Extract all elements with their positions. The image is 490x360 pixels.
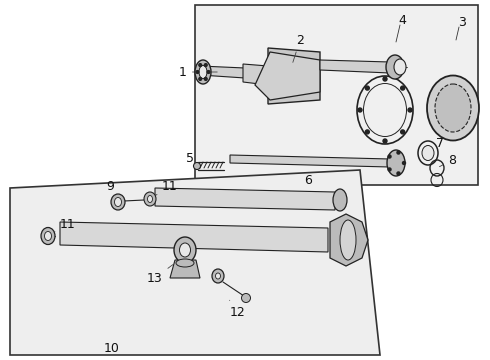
Circle shape bbox=[388, 155, 391, 158]
Ellipse shape bbox=[179, 243, 191, 257]
Polygon shape bbox=[330, 214, 368, 266]
Ellipse shape bbox=[422, 145, 434, 161]
Text: 10: 10 bbox=[104, 342, 120, 355]
Text: 5: 5 bbox=[186, 152, 200, 165]
Text: 12: 12 bbox=[230, 300, 246, 319]
Circle shape bbox=[366, 86, 369, 90]
Polygon shape bbox=[243, 64, 268, 85]
Circle shape bbox=[366, 130, 369, 134]
Ellipse shape bbox=[387, 150, 405, 176]
Circle shape bbox=[383, 77, 387, 81]
Circle shape bbox=[401, 130, 405, 134]
Ellipse shape bbox=[45, 231, 51, 240]
Ellipse shape bbox=[427, 76, 479, 140]
Circle shape bbox=[383, 139, 387, 143]
Polygon shape bbox=[170, 260, 200, 278]
Ellipse shape bbox=[144, 192, 156, 206]
Circle shape bbox=[388, 168, 391, 171]
Circle shape bbox=[194, 162, 200, 170]
Text: 11: 11 bbox=[50, 217, 76, 235]
Circle shape bbox=[401, 86, 405, 90]
Ellipse shape bbox=[115, 198, 122, 207]
Ellipse shape bbox=[41, 228, 55, 244]
Ellipse shape bbox=[333, 189, 347, 211]
Text: 7: 7 bbox=[430, 136, 444, 151]
Text: 9: 9 bbox=[106, 180, 114, 193]
Polygon shape bbox=[255, 52, 320, 100]
Text: 2: 2 bbox=[293, 33, 304, 62]
Ellipse shape bbox=[174, 237, 196, 263]
Circle shape bbox=[397, 172, 400, 175]
Circle shape bbox=[199, 77, 202, 80]
Circle shape bbox=[358, 108, 362, 112]
Polygon shape bbox=[230, 155, 390, 167]
Text: 6: 6 bbox=[304, 174, 312, 186]
Ellipse shape bbox=[394, 59, 406, 75]
Ellipse shape bbox=[216, 273, 220, 279]
Ellipse shape bbox=[435, 84, 471, 132]
Circle shape bbox=[242, 293, 250, 302]
Ellipse shape bbox=[386, 55, 404, 79]
Polygon shape bbox=[60, 222, 328, 252]
Polygon shape bbox=[10, 170, 380, 355]
Ellipse shape bbox=[195, 60, 211, 84]
Circle shape bbox=[204, 77, 207, 80]
Circle shape bbox=[199, 64, 202, 67]
Bar bbox=[195, 5, 478, 185]
Ellipse shape bbox=[340, 220, 356, 260]
Circle shape bbox=[408, 108, 412, 112]
Circle shape bbox=[196, 71, 199, 73]
Text: 1: 1 bbox=[179, 66, 217, 78]
Circle shape bbox=[204, 64, 207, 67]
Ellipse shape bbox=[212, 269, 224, 283]
Ellipse shape bbox=[176, 259, 194, 267]
Ellipse shape bbox=[111, 194, 125, 210]
Text: 4: 4 bbox=[398, 14, 406, 27]
Text: 3: 3 bbox=[458, 15, 466, 28]
Ellipse shape bbox=[199, 66, 207, 78]
Text: 11: 11 bbox=[152, 180, 178, 198]
Text: 8: 8 bbox=[440, 153, 456, 167]
Circle shape bbox=[397, 151, 400, 154]
Ellipse shape bbox=[147, 195, 152, 202]
Polygon shape bbox=[320, 60, 390, 73]
Circle shape bbox=[402, 162, 406, 165]
Polygon shape bbox=[155, 188, 335, 210]
Polygon shape bbox=[268, 48, 320, 104]
Polygon shape bbox=[200, 66, 245, 78]
Circle shape bbox=[207, 71, 210, 73]
Text: 13: 13 bbox=[147, 265, 173, 284]
